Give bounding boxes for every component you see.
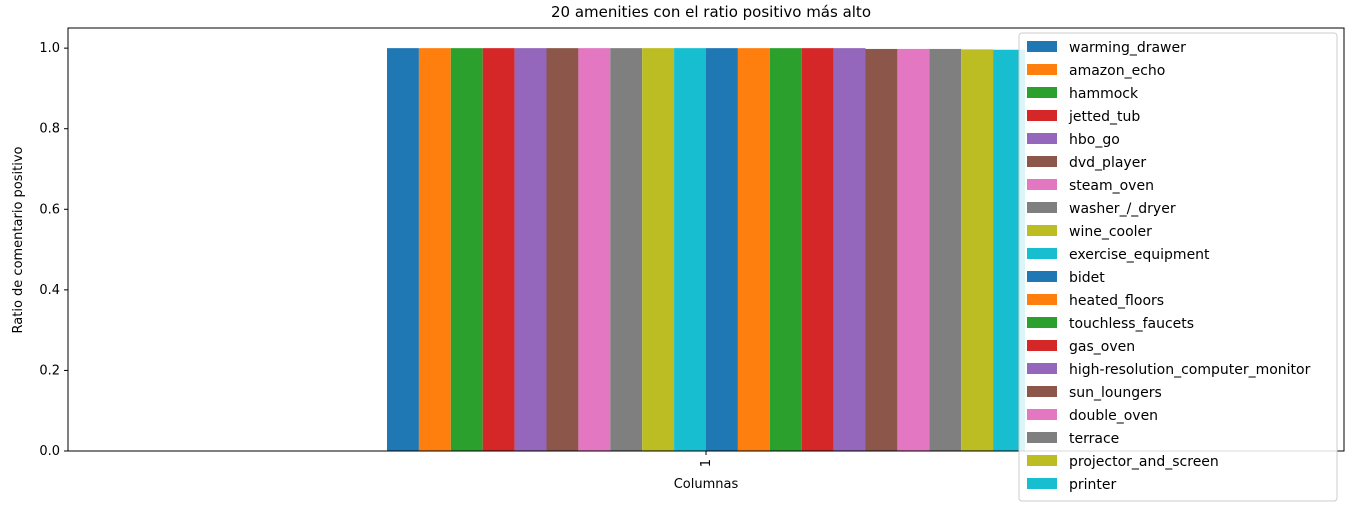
- legend-label: dvd_player: [1069, 155, 1146, 171]
- bar-exercise-equipment: [674, 48, 706, 452]
- y-axis-label: Ratio de comentario positivo: [11, 146, 26, 333]
- y-tick-label: 0.6: [39, 202, 60, 217]
- legend-label: terrace: [1069, 431, 1119, 447]
- chart-title: 20 amenities con el ratio positivo más a…: [551, 3, 871, 21]
- bar-hammock: [450, 48, 483, 452]
- legend-label: steam_oven: [1069, 178, 1154, 194]
- bar-hbo-go: [514, 48, 547, 452]
- y-axis-ticks: 0.0 0.2 0.4 0.6 0.8 1.0: [39, 41, 68, 459]
- y-tick-label: 0.8: [39, 122, 60, 137]
- legend-swatch: [1027, 225, 1057, 236]
- legend-swatch: [1027, 409, 1057, 420]
- legend-label: warming_drawer: [1069, 40, 1186, 56]
- bar-steam-oven: [578, 48, 611, 452]
- legend-label: hbo_go: [1069, 132, 1120, 148]
- bar-bidet: [706, 48, 738, 452]
- bar-amazon-echo: [418, 48, 451, 452]
- bar-dvd-player: [546, 48, 579, 452]
- legend-label: double_oven: [1069, 408, 1158, 424]
- y-tick-label: 1.0: [39, 41, 60, 56]
- bar-sun-loungers: [865, 48, 898, 451]
- legend-swatch: [1027, 64, 1057, 75]
- legend-label: high-resolution_computer_monitor: [1069, 362, 1311, 378]
- x-axis-label: Columnas: [674, 477, 739, 492]
- bar-heated-floors: [737, 48, 770, 452]
- legend-frame: [1018, 32, 1338, 502]
- legend-swatch: [1027, 133, 1057, 144]
- legend-label: jetted_tub: [1068, 109, 1140, 125]
- bar-warming-drawer: [387, 48, 419, 452]
- legend-swatch: [1027, 156, 1057, 167]
- legend-swatch: [1027, 41, 1057, 52]
- bar-high-resolution-computer-monitor: [833, 48, 866, 452]
- legend-swatch: [1027, 271, 1057, 282]
- legend-swatch: [1027, 363, 1057, 374]
- y-tick-label: 0.2: [39, 363, 60, 378]
- legend-swatch: [1027, 386, 1057, 397]
- legend-label: amazon_echo: [1069, 63, 1165, 79]
- legend-label: hammock: [1069, 86, 1139, 102]
- legend-label: heated_floors: [1069, 293, 1164, 309]
- legend-label: projector_and_screen: [1069, 454, 1219, 470]
- y-tick-label: 0.0: [39, 444, 60, 459]
- bar-washer-dryer: [610, 48, 643, 452]
- legend-label: washer_/_dryer: [1069, 201, 1176, 217]
- legend-swatch: [1027, 340, 1057, 351]
- bar-wine-cooler: [642, 48, 675, 452]
- legend-swatch: [1027, 478, 1057, 489]
- legend-label: sun_loungers: [1069, 385, 1162, 401]
- legend-label: touchless_faucets: [1069, 316, 1194, 332]
- legend-swatch: [1027, 110, 1057, 121]
- bar-jetted-tub: [482, 48, 515, 452]
- legend-swatch: [1027, 294, 1057, 305]
- bar-touchless-faucets: [769, 48, 802, 452]
- legend-label: bidet: [1069, 270, 1105, 286]
- y-tick-label: 0.4: [39, 283, 60, 298]
- legend-label: printer: [1069, 477, 1117, 493]
- legend-swatch: [1027, 202, 1057, 213]
- legend-label: gas_oven: [1069, 339, 1135, 355]
- legend-swatch: [1027, 179, 1057, 190]
- x-tick-label: 1: [699, 459, 714, 467]
- legend-swatch: [1027, 317, 1057, 328]
- bars-group: [387, 48, 1025, 452]
- legend-swatch: [1027, 87, 1057, 98]
- legend-swatch: [1027, 432, 1057, 443]
- legend-swatch: [1027, 248, 1057, 259]
- bar-gas-oven: [801, 48, 834, 452]
- bar-projector-and-screen: [961, 49, 994, 451]
- bar-double-oven: [897, 48, 930, 451]
- bar-terrace: [929, 48, 962, 451]
- legend-label: exercise_equipment: [1069, 247, 1210, 263]
- legend-swatch: [1027, 455, 1057, 466]
- x-axis-ticks: 1: [699, 451, 714, 467]
- legend-label: wine_cooler: [1069, 224, 1152, 240]
